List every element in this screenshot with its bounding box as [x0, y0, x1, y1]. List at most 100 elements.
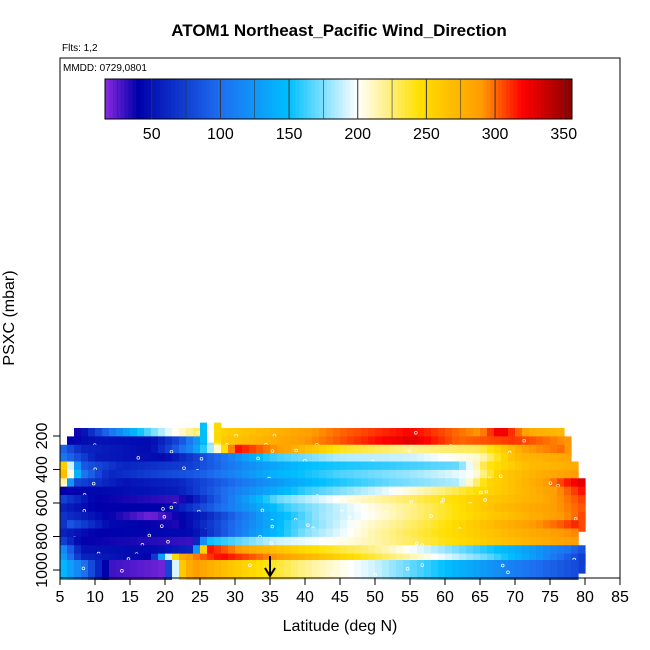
observation-point — [420, 563, 425, 567]
heatmap-cell — [256, 560, 264, 580]
heatmap-cell — [396, 560, 404, 580]
observation-point — [414, 431, 418, 435]
observation-point — [499, 474, 503, 478]
observation-point — [169, 449, 174, 454]
observation-point — [483, 498, 487, 502]
heatmap-cell — [459, 560, 467, 580]
colorbar-tick-label: 50 — [143, 126, 161, 143]
x-tick-label: 80 — [576, 589, 594, 606]
colorbar-slice — [428, 79, 433, 119]
heatmap-cell — [151, 560, 159, 580]
heatmap-cell — [200, 560, 208, 580]
colorbar-slice — [206, 79, 211, 119]
colorbar-slice — [128, 79, 133, 119]
y-axis: 200 400 600 800 1000 — [34, 423, 61, 588]
heatmap-cell — [536, 560, 544, 580]
heatmap-cell — [326, 560, 334, 580]
colorbar-slice — [455, 79, 460, 119]
heatmap-cell — [522, 560, 530, 580]
heatmap-cell — [368, 560, 376, 580]
observation-point — [342, 565, 347, 569]
x-tick-label: 50 — [366, 589, 384, 606]
colorbar-tick-label: 200 — [344, 126, 371, 143]
colorbar-slice — [252, 79, 258, 119]
plot-area — [59, 422, 586, 580]
heatmap-cell — [144, 560, 152, 580]
colorbar-slice — [431, 79, 437, 119]
colorbar-slice — [556, 79, 561, 119]
heatmap-cell — [529, 560, 537, 580]
heatmap-cell — [305, 560, 313, 580]
colorbar-slice — [155, 79, 160, 119]
dates-label: MMDD: 0729,0801 — [63, 63, 147, 74]
observation-point — [136, 456, 141, 460]
observation-point — [169, 505, 174, 510]
heatmap-cell — [67, 560, 75, 580]
colorbar-slice — [447, 79, 452, 119]
colorbar-slice — [377, 79, 382, 119]
x-axis-label: Latitude (deg N) — [283, 618, 398, 635]
y-tick-label: 600 — [34, 490, 51, 517]
colorbar-slice — [120, 79, 125, 119]
heatmap-cell — [410, 560, 418, 580]
heatmap-cell — [319, 560, 327, 580]
colorbar-slice — [256, 79, 262, 119]
observation-point — [256, 456, 260, 461]
colorbar-tick-label: 100 — [207, 126, 234, 143]
heatmap-cell — [578, 553, 586, 574]
observation-point — [196, 430, 200, 435]
heatmap-cell — [158, 560, 166, 580]
heatmap-cell — [515, 560, 523, 580]
colorbar-slice — [221, 79, 227, 119]
y-tick-label: 1000 — [34, 552, 51, 588]
colorbar-slice — [463, 79, 468, 119]
heatmap-cell — [466, 560, 474, 580]
colorbar-slice — [470, 79, 476, 119]
colorbar-slice — [264, 79, 269, 119]
heatmap-cell — [74, 560, 82, 580]
colorbar-slice — [385, 79, 390, 119]
heatmap-cell — [312, 560, 320, 580]
heatmap-cell — [123, 560, 131, 580]
observation-point — [407, 448, 412, 453]
observation-point — [409, 500, 414, 504]
heatmap-cell — [501, 560, 509, 580]
colorbar-slice — [513, 79, 519, 119]
colorbar-slice — [459, 79, 464, 119]
colorbar-slice — [486, 79, 491, 119]
heatmap-cell — [179, 560, 187, 580]
observation-point — [182, 466, 186, 470]
x-tick-label: 85 — [611, 589, 629, 606]
observation-point — [522, 438, 526, 443]
colorbar-slice — [272, 79, 277, 119]
observation-point — [199, 456, 204, 461]
observation-point — [270, 524, 275, 529]
heatmap-cell — [382, 560, 390, 580]
colorbar-slice — [338, 79, 343, 119]
colorbar-slice — [159, 79, 164, 119]
colorbar-slice — [540, 79, 546, 119]
colorbar-slice — [143, 79, 149, 119]
heatmap-cell — [431, 560, 439, 580]
y-tick-label: 400 — [34, 456, 51, 483]
colorbar-slice — [346, 79, 351, 119]
colorbar-slice — [354, 79, 359, 119]
heatmap-cell — [277, 560, 285, 580]
latitude-marker-arrow — [264, 556, 276, 578]
colorbar-tick-label: 350 — [550, 126, 577, 143]
colorbar-tick-label: 150 — [276, 126, 303, 143]
colorbar-slice — [560, 79, 565, 119]
colorbar-slice — [237, 79, 242, 119]
colorbar-slice — [182, 79, 188, 119]
colorbar-slice — [365, 79, 371, 119]
observation-point — [548, 481, 553, 485]
colorbar-slice — [521, 79, 526, 119]
colorbar-slice — [350, 79, 355, 119]
heatmap-cell — [221, 560, 229, 580]
colorbar-slice — [163, 79, 168, 119]
arrow-head — [264, 567, 276, 578]
colorbar-slice — [245, 79, 250, 119]
heatmap-cell — [550, 560, 558, 580]
colorbar-slice — [194, 79, 199, 119]
heatmap-cell — [564, 560, 572, 580]
